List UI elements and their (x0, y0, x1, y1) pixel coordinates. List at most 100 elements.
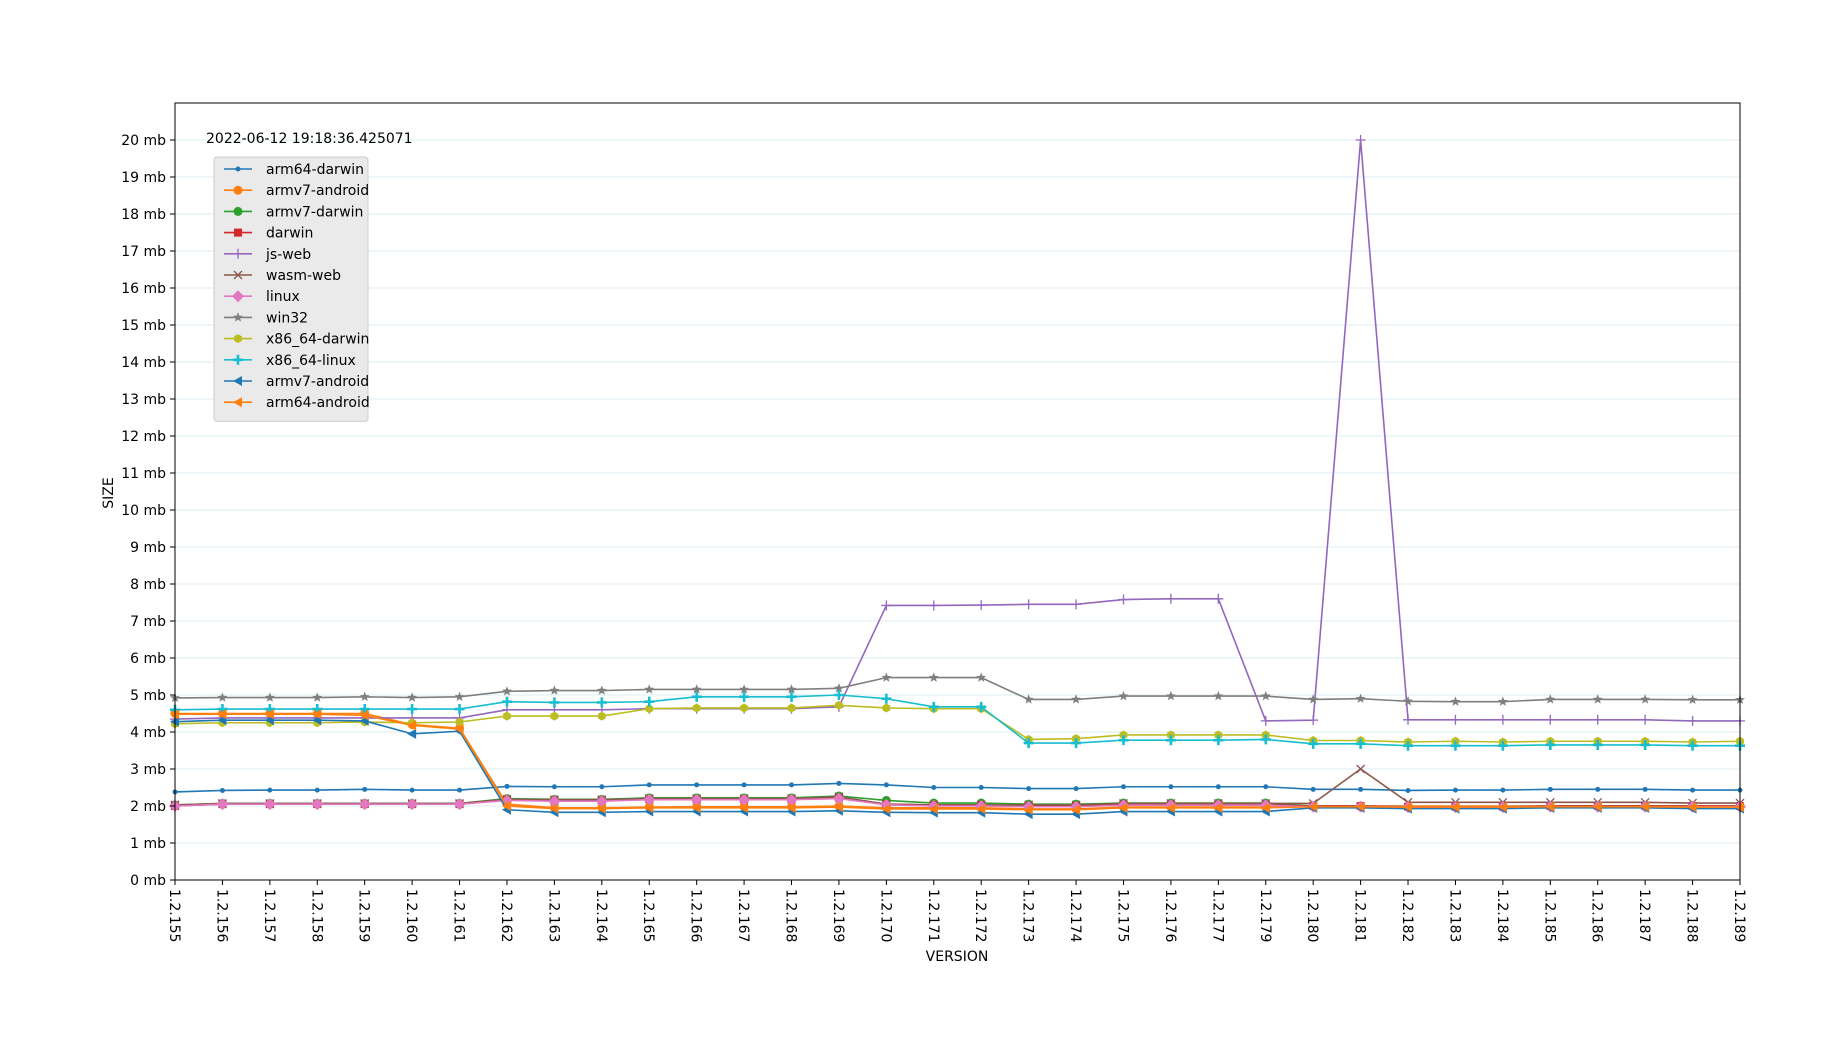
legend-label: js-web (265, 247, 311, 263)
legend-marker (233, 376, 242, 386)
y-tick-label: 7 mb (130, 614, 166, 630)
data-point (1167, 730, 1175, 740)
data-point (1403, 802, 1413, 813)
data-point (646, 782, 652, 788)
data-point (454, 691, 465, 702)
data-point (1450, 696, 1461, 706)
data-point (694, 782, 700, 788)
legend-label: x86_64-linux (266, 353, 356, 369)
x-tick-label: 1.2.188 (1684, 889, 1700, 942)
data-point (1545, 714, 1556, 725)
x-tick-label: 1.2.158 (308, 889, 324, 942)
data-point (691, 802, 701, 813)
data-point (786, 684, 797, 694)
data-point (976, 701, 987, 712)
x-tick-label: 1.2.166 (688, 889, 704, 943)
data-point (1213, 593, 1224, 604)
legend-item-x86-64-linux: x86_64-linux (224, 353, 356, 369)
x-axis-label: VERSION (926, 949, 989, 965)
legend-marker (234, 228, 242, 237)
legend-marker (233, 270, 243, 280)
data-point (739, 684, 750, 694)
data-point (881, 672, 892, 682)
data-point (1071, 738, 1082, 749)
data-point (1073, 786, 1079, 792)
data-point (1642, 786, 1648, 792)
legend-item-arm64-android: arm64-android (224, 395, 370, 411)
data-point (502, 686, 512, 696)
data-point (549, 697, 560, 708)
x-tick-label: 1.2.175 (1114, 889, 1130, 942)
x-tick-label: 1.2.172 (972, 889, 988, 942)
data-point (407, 728, 417, 739)
series-line (174, 139, 1740, 722)
y-tick-label: 17 mb (121, 244, 166, 260)
data-point (455, 717, 464, 727)
legend-item-armv7-darwin: armv7-darwin (224, 204, 363, 220)
data-point (596, 685, 607, 695)
data-point (1260, 690, 1271, 701)
data-point (358, 798, 371, 811)
data-point (1165, 735, 1176, 746)
legend-label: linux (266, 289, 300, 305)
data-point (1592, 739, 1603, 750)
data-point (1214, 730, 1223, 740)
series-js-web (170, 135, 1745, 726)
legend-item-linux: linux (224, 289, 300, 305)
y-tick-label: 13 mb (121, 392, 166, 408)
legend-marker (233, 206, 243, 216)
y-axis-label: SIZE (101, 477, 117, 508)
data-point (1450, 740, 1461, 751)
data-point (882, 703, 891, 713)
data-point (1263, 784, 1269, 790)
data-point (833, 802, 843, 813)
data-point (928, 600, 939, 611)
data-point (1260, 734, 1271, 745)
data-point (453, 798, 466, 811)
series-line (174, 782, 1740, 793)
data-point (407, 692, 418, 702)
series-line (175, 713, 1740, 811)
x-tick-label: 1.2.159 (356, 889, 372, 942)
data-point (1213, 690, 1224, 701)
x-tick-label: 1.2.168 (783, 889, 799, 942)
data-point (1356, 764, 1366, 774)
data-point (359, 704, 370, 715)
data-point (833, 683, 844, 693)
data-point (504, 783, 510, 789)
data-point (1687, 694, 1698, 705)
data-point (1687, 802, 1697, 813)
x-tick-label: 1.2.181 (1352, 889, 1368, 942)
timestamp-annotation: 2022-06-12 19:18:36.425071 (206, 131, 413, 147)
legend-marker (235, 166, 241, 172)
series-arm64-darwin (172, 780, 1743, 795)
x-tick-label: 1.2.156 (213, 889, 229, 943)
data-point (217, 709, 227, 720)
data-point (311, 798, 324, 811)
data-point (883, 782, 889, 788)
data-point (785, 793, 798, 806)
data-point (1497, 714, 1508, 725)
data-point (267, 787, 273, 793)
data-point (1640, 714, 1651, 725)
data-point (835, 700, 843, 710)
data-point (1071, 804, 1081, 815)
data-point (928, 803, 938, 814)
legend-marker (233, 397, 242, 408)
data-point (644, 802, 654, 813)
data-point (550, 711, 559, 721)
y-tick-label: 20 mb (121, 133, 166, 149)
data-point (1497, 802, 1507, 813)
data-point (1308, 694, 1319, 704)
data-point (928, 672, 939, 682)
data-point (1497, 696, 1508, 706)
data-point (644, 696, 655, 707)
data-point (501, 696, 512, 707)
data-point (1358, 786, 1364, 792)
data-point (409, 787, 415, 793)
legend-marker (233, 248, 243, 259)
data-point (1023, 738, 1034, 749)
data-point (644, 684, 655, 694)
data-point (503, 711, 511, 721)
y-tick-label: 11 mb (121, 466, 166, 482)
